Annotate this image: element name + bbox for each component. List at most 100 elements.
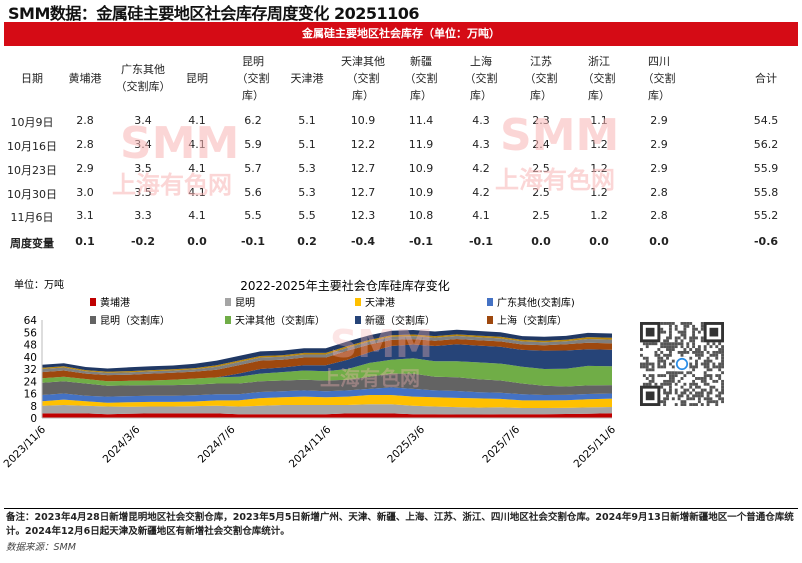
legend-swatch: [487, 298, 493, 306]
table-cell: 4.1: [188, 209, 206, 222]
column-header: 库）: [410, 89, 432, 102]
column-header: 新疆: [410, 55, 432, 68]
column-header: 江苏: [530, 55, 552, 68]
column-header: 浙江: [588, 55, 610, 68]
change-cell: 0.0: [649, 235, 669, 248]
area-series-8: [42, 335, 612, 376]
table-cell: 3.4: [134, 138, 152, 151]
area-series-4: [42, 373, 612, 397]
y-tick-label: 56: [24, 327, 38, 339]
table-cell: 2.9: [650, 138, 668, 151]
column-header: 合计: [755, 72, 777, 85]
page-title: SMM数据：金属硅主要地区社会库存周度变化 20251106: [8, 4, 420, 23]
column-header: （交割: [524, 72, 558, 85]
change-row-label: 周度变量: [10, 237, 54, 250]
legend-swatch: [355, 316, 361, 324]
row-date: 11月6日: [10, 211, 54, 224]
legend-swatch: [90, 316, 96, 324]
table-cell: 4.1: [188, 138, 206, 151]
table-cell: 12.3: [350, 209, 376, 222]
column-header: 库）: [648, 89, 670, 102]
y-tick-label: 48: [24, 340, 37, 352]
column-header: 上海: [470, 55, 492, 68]
column-header: 昆明: [186, 72, 208, 85]
table-cell: 55.2: [753, 209, 779, 222]
table-cell: 4.2: [472, 186, 490, 199]
table-cell: 3.3: [134, 209, 152, 222]
legend-label: 新疆（交割库）: [365, 314, 435, 327]
change-cell: 0.0: [187, 235, 207, 248]
table-cell: 4.3: [472, 114, 490, 127]
column-header: （交割: [582, 72, 616, 85]
table-cell: 11.9: [408, 138, 434, 151]
x-tick-label: 2024/3/6: [101, 423, 143, 465]
area-series-2: [42, 395, 612, 408]
change-cell: -0.2: [130, 235, 156, 248]
y-tick-label: 0: [30, 413, 37, 425]
change-cell: 0.0: [589, 235, 609, 248]
table-cell: 5.7: [244, 162, 262, 175]
table-banner: 金属硅主要地区社会库存（单位：万吨）: [4, 22, 798, 46]
change-cell: -0.1: [468, 235, 494, 248]
table-cell: 2.8: [650, 209, 668, 222]
column-header: 黄埔港: [68, 72, 102, 85]
table-cell: 5.1: [298, 114, 316, 127]
column-header: 库）: [470, 89, 492, 102]
table-cell: 2.8: [650, 186, 668, 199]
table-cell: 1.1: [590, 114, 608, 127]
change-cell: -0.4: [350, 235, 376, 248]
row-date: 10月23日: [7, 164, 57, 177]
column-header: （交割库）: [115, 80, 171, 93]
column-header: 广东其他: [121, 63, 165, 76]
change-cell: -0.1: [408, 235, 434, 248]
table-cell: 5.5: [244, 209, 262, 222]
table-cell: 10.9: [350, 114, 376, 127]
table-cell: 12.2: [350, 138, 376, 151]
area-series-5: [42, 358, 612, 387]
table-cell: 2.3: [532, 114, 550, 127]
column-header: 库）: [588, 89, 610, 102]
row-date: 10月30日: [7, 188, 57, 201]
legend-swatch: [225, 298, 231, 306]
column-header: 日期: [21, 72, 43, 85]
area-series-0: [42, 413, 612, 418]
table-cell: 11.4: [408, 114, 434, 127]
table-cell: 55.9: [753, 162, 779, 175]
column-header: 昆明: [242, 55, 264, 68]
legend-label: 昆明（交割库）: [100, 314, 170, 327]
y-tick-label: 16: [24, 389, 38, 401]
legend-label: 天津港: [365, 297, 395, 309]
x-tick-label: 2024/11/6: [287, 423, 334, 470]
legend-label: 黄埔港: [100, 296, 130, 309]
table-cell: 4.1: [188, 114, 206, 127]
table-cell: 2.9: [650, 114, 668, 127]
divider: [4, 508, 798, 509]
column-header: 库）: [352, 89, 374, 102]
area-series-6: [42, 344, 612, 382]
table-cell: 12.7: [350, 186, 376, 199]
table-cell: 2.8: [76, 114, 94, 127]
area-series-10: [42, 329, 612, 372]
table-cell: 5.6: [244, 186, 262, 199]
change-cell: 0.1: [75, 235, 95, 248]
row-date: 10月16日: [7, 140, 57, 153]
chart-title: 2022-2025年主要社会仓库硅库存变化: [240, 278, 449, 293]
table-cell: 2.5: [532, 162, 550, 175]
table-cell: 1.2: [590, 209, 608, 222]
table-cell: 5.3: [298, 186, 316, 199]
change-cell: 0.2: [297, 235, 317, 248]
change-cell: -0.1: [240, 235, 266, 248]
x-tick-label: 2025/7/6: [480, 423, 522, 465]
legend-label: 上海（交割库）: [497, 314, 567, 327]
column-header: 库）: [242, 89, 264, 102]
column-header: （交割: [236, 72, 270, 85]
column-header: （交割: [464, 72, 498, 85]
y-tick-label: 40: [24, 352, 37, 364]
table-cell: 3.1: [76, 209, 94, 222]
unit-label: 单位：万吨: [14, 278, 64, 291]
table-cell: 3.0: [76, 186, 94, 199]
row-date: 10月9日: [10, 116, 54, 129]
legend-swatch: [225, 316, 231, 324]
table-cell: 2.5: [532, 209, 550, 222]
